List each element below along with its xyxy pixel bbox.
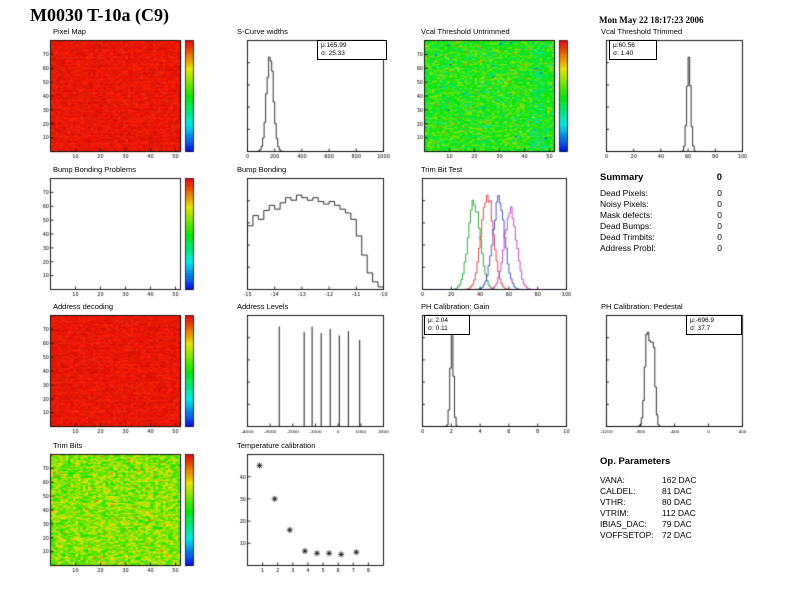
op-param-value: 79 DAC [662, 519, 692, 529]
summary-row-value: 0 [717, 210, 722, 220]
panel-title-bump-bonding: Bump Bonding [237, 165, 287, 174]
summary-title: Summary [600, 172, 644, 183]
summary-row-address-probl: Address Probl: 0 [600, 243, 722, 254]
stats-sigma: σ: 0.11 [428, 325, 448, 332]
op-param-value: 112 DAC [662, 508, 696, 518]
panel-title-trim-bits: Trim Bits [53, 441, 83, 450]
panel-temperature-calibration: Temperature calibration [233, 441, 391, 578]
op-param-value: 80 DAC [662, 497, 692, 507]
panel-title-trim-bit-test: Trim Bit Test [421, 165, 463, 174]
pixel-map-plot [34, 36, 200, 164]
bump-bonding-problems-plot [34, 174, 200, 302]
summary-row-value: 0 [717, 199, 722, 209]
summary-row-label: Dead Trimbits: [600, 232, 655, 242]
summary-row-label: Dead Pixels: [600, 188, 648, 198]
op-param-label: VOFFSETOP: [600, 530, 654, 540]
stats-sigma: σ: 1.40 [613, 50, 634, 57]
panel-bump-bonding: Bump Bonding [233, 165, 391, 302]
summary-header: Summary 0 [600, 172, 722, 183]
stats-sigma: σ: 37.7 [690, 325, 711, 332]
panel-address-levels: Address Levels [233, 302, 391, 439]
op-parameters-title: Op. Parameters [600, 456, 671, 467]
panel-title-vcal-untrimmed: Vcal Threshold Untrimmed [421, 27, 510, 36]
summary-block: Summary 0 Dead Pixels: 0 Noisy Pixels: 0… [600, 172, 722, 254]
vcal-threshold-untrimmed-plot [408, 36, 574, 164]
op-param-label: CALDEL: [600, 486, 636, 496]
trim-bits-plot [34, 450, 200, 578]
temperature-calibration-plot [233, 450, 391, 578]
summary-row-label: Noisy Pixels: [600, 199, 649, 209]
summary-row-dead-bumps: Dead Bumps: 0 [600, 221, 722, 232]
panel-title-ph-gain: PH Calibration: Gain [421, 302, 490, 311]
panel-bump-bonding-problems: Bump Bonding Problems [34, 165, 200, 302]
op-param-label: IBIAS_DAC: [600, 519, 647, 529]
address-decoding-plot [34, 311, 200, 439]
panel-address-decoding: Address decoding [34, 302, 200, 439]
summary-row-label: Address Probl: [600, 243, 656, 253]
summary-row-dead-trimbits: Dead Trimbits: 0 [600, 232, 722, 243]
panel-title-vcal-trimmed: Vcal Threshold Trimmed [601, 27, 683, 36]
panel-trim-bit-test: Trim Bit Test [408, 165, 574, 302]
summary-row-label: Mask defects: [600, 210, 653, 220]
panel-title-address-decoding: Address decoding [53, 302, 114, 311]
summary-row-value: 0 [717, 188, 722, 198]
stats-mu: μ:-696.9 [690, 317, 714, 324]
op-param-row-caldel: CALDEL: 81 DAC [600, 486, 745, 497]
summary-row-label: Dead Bumps: [600, 221, 652, 231]
panel-title-bump-bonding-problems: Bump Bonding Problems [53, 165, 136, 174]
address-levels-plot [233, 311, 391, 439]
stats-sigma: σ: 25.33 [321, 50, 345, 57]
stats-box-ph-gain: μ: 2.04 σ: 0.11 [424, 315, 470, 335]
summary-row-value: 0 [717, 243, 722, 253]
panel-pixel-map: Pixel Map [34, 27, 200, 164]
summary-row-value: 0 [717, 221, 722, 231]
op-param-row-vana: VANA: 162 DAC [600, 475, 745, 486]
op-param-label: VTHR: [600, 497, 626, 507]
summary-row-mask-defects: Mask defects: 0 [600, 210, 722, 221]
op-param-row-vthr: VTHR: 80 DAC [600, 497, 745, 508]
summary-row-noisy-pixels: Noisy Pixels: 0 [600, 199, 722, 210]
op-param-value: 162 DAC [662, 475, 697, 485]
summary-row-dead-pixels: Dead Pixels: 0 [600, 188, 722, 199]
summary-row-value: 0 [717, 232, 722, 242]
stats-box-vcal-trimmed: μ:60.56 σ: 1.40 [609, 40, 657, 60]
op-param-value: 81 DAC [662, 486, 692, 496]
panel-title-scurve-widths: S-Curve widths [237, 27, 288, 36]
panel-trim-bits: Trim Bits [34, 441, 200, 578]
trim-bit-test-plot [408, 174, 574, 302]
op-param-label: VTRIM: [600, 508, 629, 518]
stats-mu: μ: 2.04 [428, 317, 449, 324]
op-param-row-vtrim: VTRIM: 112 DAC [600, 508, 745, 519]
page-title: M0030 T-10a (C9) [30, 5, 169, 25]
op-param-label: VANA: [600, 475, 625, 485]
op-parameters-block: Op. Parameters VANA: 162 DAC CALDEL: 81 … [600, 456, 745, 541]
stats-box-scurve-widths: μ:165.99 σ: 25.33 [317, 40, 387, 60]
op-param-value: 72 DAC [662, 530, 692, 540]
panel-title-address-levels: Address Levels [237, 302, 289, 311]
summary-total: 0 [716, 172, 722, 183]
stats-box-ph-pedestal: μ:-696.9 σ: 37.7 [686, 315, 742, 335]
stats-mu: μ:60.56 [613, 42, 635, 49]
panel-title-ph-pedestal: PH Calibration: Pedestal [601, 302, 683, 311]
panel-vcal-threshold-untrimmed: Vcal Threshold Untrimmed [408, 27, 574, 164]
op-param-row-ibias-dac: IBIAS_DAC: 79 DAC [600, 519, 745, 530]
stats-mu: μ:165.99 [321, 42, 347, 49]
panel-title-temperature-calibration: Temperature calibration [237, 441, 316, 450]
bump-bonding-plot [233, 174, 391, 302]
op-param-row-voffsetop: VOFFSETOP: 72 DAC [600, 530, 745, 541]
panel-title-pixel-map: Pixel Map [53, 27, 86, 36]
timestamp: Mon May 22 18:17:23 2006 [599, 15, 704, 25]
